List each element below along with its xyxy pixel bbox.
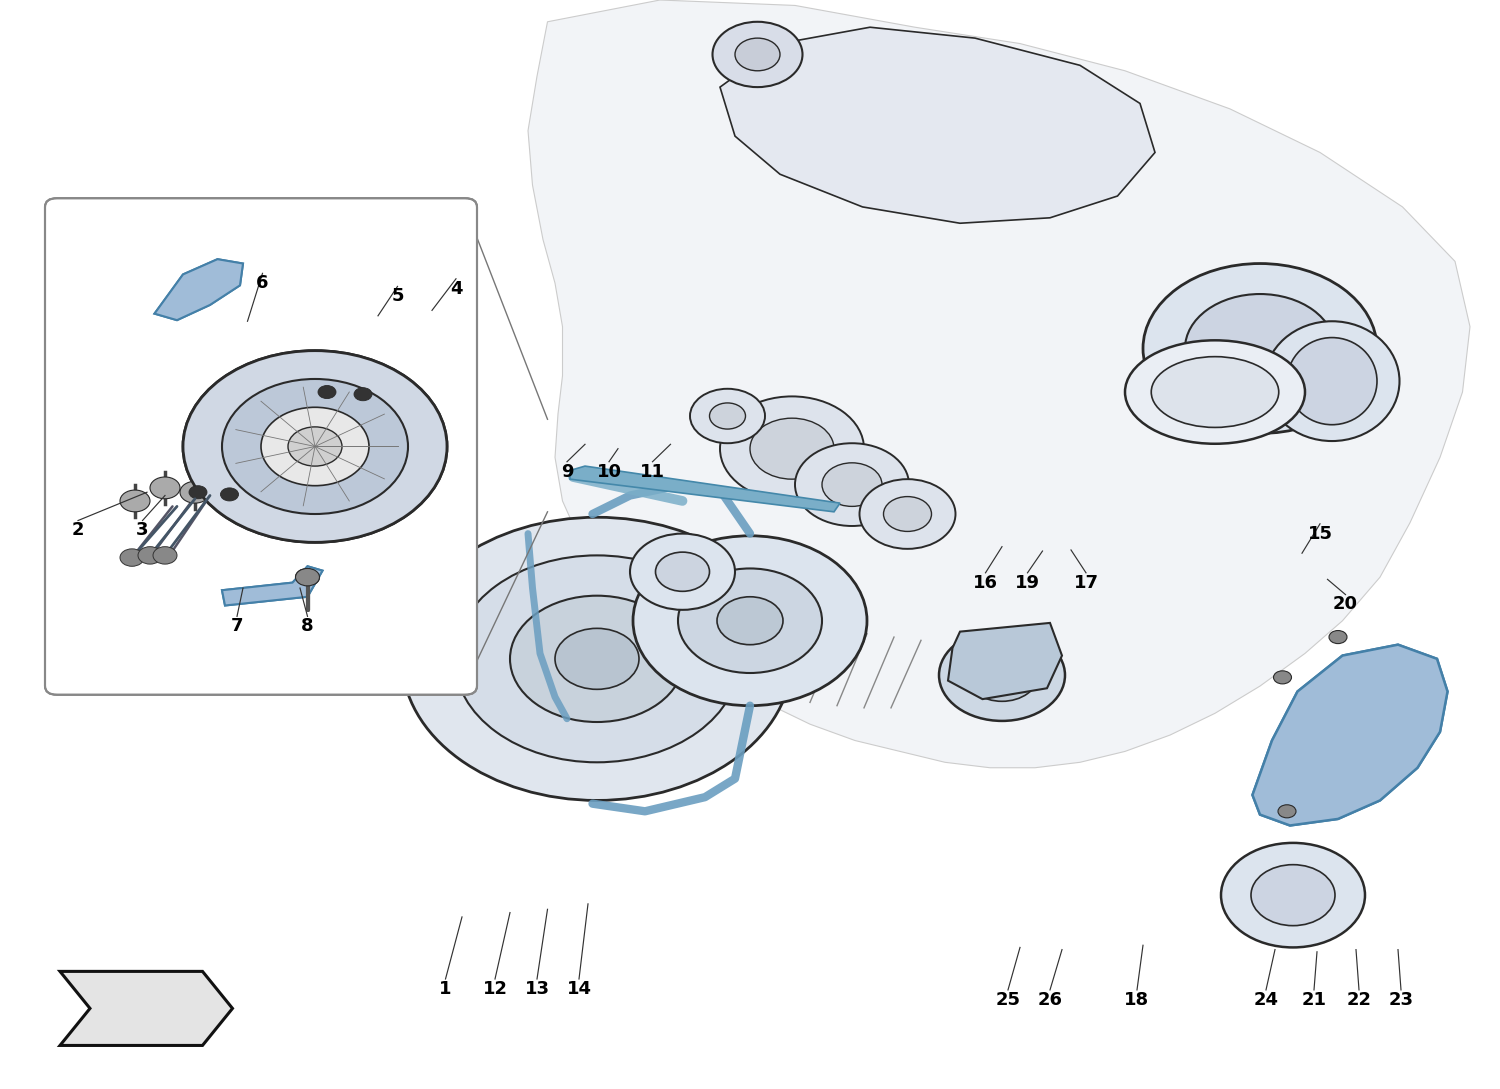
Text: 13: 13 xyxy=(525,980,549,998)
Text: 3: 3 xyxy=(136,522,148,539)
Text: 18: 18 xyxy=(1125,991,1149,1008)
Circle shape xyxy=(966,649,1038,701)
Circle shape xyxy=(795,443,909,526)
Circle shape xyxy=(984,662,1020,688)
Polygon shape xyxy=(222,566,322,605)
Circle shape xyxy=(630,534,735,610)
Circle shape xyxy=(1274,671,1292,684)
Text: 9: 9 xyxy=(561,463,573,480)
Polygon shape xyxy=(60,971,232,1045)
Circle shape xyxy=(939,629,1065,721)
Circle shape xyxy=(717,597,783,645)
Text: 16: 16 xyxy=(974,574,998,591)
Text: 20: 20 xyxy=(1334,596,1358,613)
Polygon shape xyxy=(154,259,243,320)
Text: 25: 25 xyxy=(996,991,1020,1008)
Circle shape xyxy=(633,536,867,706)
Circle shape xyxy=(510,596,684,722)
Circle shape xyxy=(354,388,372,401)
Text: 7: 7 xyxy=(231,617,243,635)
Circle shape xyxy=(222,379,408,514)
Circle shape xyxy=(183,351,447,542)
Circle shape xyxy=(690,389,765,443)
Circle shape xyxy=(822,463,882,506)
Circle shape xyxy=(1143,264,1377,433)
Circle shape xyxy=(678,568,822,673)
Text: 5: 5 xyxy=(392,287,404,305)
Circle shape xyxy=(735,38,780,71)
Polygon shape xyxy=(1252,645,1448,825)
Circle shape xyxy=(153,547,177,564)
Text: 19: 19 xyxy=(1016,574,1040,591)
Circle shape xyxy=(750,418,834,479)
Ellipse shape xyxy=(1287,338,1377,425)
Text: 8: 8 xyxy=(302,617,313,635)
Circle shape xyxy=(220,488,238,501)
Text: 4: 4 xyxy=(450,280,462,297)
Text: 10: 10 xyxy=(597,463,621,480)
Circle shape xyxy=(712,22,803,87)
Circle shape xyxy=(237,470,267,492)
Polygon shape xyxy=(948,623,1062,699)
Circle shape xyxy=(1221,843,1365,947)
Circle shape xyxy=(288,427,342,466)
Circle shape xyxy=(261,407,369,486)
Circle shape xyxy=(318,386,336,399)
Circle shape xyxy=(261,407,369,486)
Ellipse shape xyxy=(1125,340,1305,444)
Circle shape xyxy=(150,477,180,499)
Polygon shape xyxy=(528,0,1470,768)
Text: 2: 2 xyxy=(72,522,84,539)
Circle shape xyxy=(1329,631,1347,644)
Text: 23: 23 xyxy=(1389,991,1413,1008)
Circle shape xyxy=(859,479,956,549)
Polygon shape xyxy=(222,566,322,605)
Circle shape xyxy=(288,427,342,466)
Circle shape xyxy=(1251,865,1335,926)
Text: 1: 1 xyxy=(440,980,452,998)
Circle shape xyxy=(720,396,864,501)
Text: 6: 6 xyxy=(256,274,268,292)
Circle shape xyxy=(1278,805,1296,818)
Text: 17: 17 xyxy=(1074,574,1098,591)
Circle shape xyxy=(884,497,932,531)
Circle shape xyxy=(120,549,144,566)
Text: 24: 24 xyxy=(1254,991,1278,1008)
Circle shape xyxy=(402,517,792,800)
Polygon shape xyxy=(720,27,1155,223)
Text: 15: 15 xyxy=(1308,525,1332,542)
FancyBboxPatch shape xyxy=(45,198,477,695)
Circle shape xyxy=(1185,294,1335,403)
Circle shape xyxy=(222,379,408,514)
Ellipse shape xyxy=(1264,321,1400,441)
Circle shape xyxy=(138,547,162,564)
Circle shape xyxy=(210,485,240,506)
Circle shape xyxy=(180,481,210,503)
Text: 26: 26 xyxy=(1038,991,1062,1008)
Circle shape xyxy=(710,403,746,429)
Circle shape xyxy=(656,552,710,591)
Text: 12: 12 xyxy=(483,980,507,998)
Polygon shape xyxy=(570,466,840,512)
Text: 14: 14 xyxy=(567,980,591,998)
Circle shape xyxy=(296,568,320,586)
Circle shape xyxy=(189,486,207,499)
Circle shape xyxy=(555,628,639,689)
Circle shape xyxy=(454,555,740,762)
Text: 11: 11 xyxy=(640,463,664,480)
Ellipse shape xyxy=(1152,356,1278,427)
Text: 21: 21 xyxy=(1302,991,1326,1008)
Circle shape xyxy=(296,568,320,586)
Text: 22: 22 xyxy=(1347,991,1371,1008)
Polygon shape xyxy=(154,259,243,320)
Circle shape xyxy=(120,490,150,512)
Circle shape xyxy=(183,351,447,542)
